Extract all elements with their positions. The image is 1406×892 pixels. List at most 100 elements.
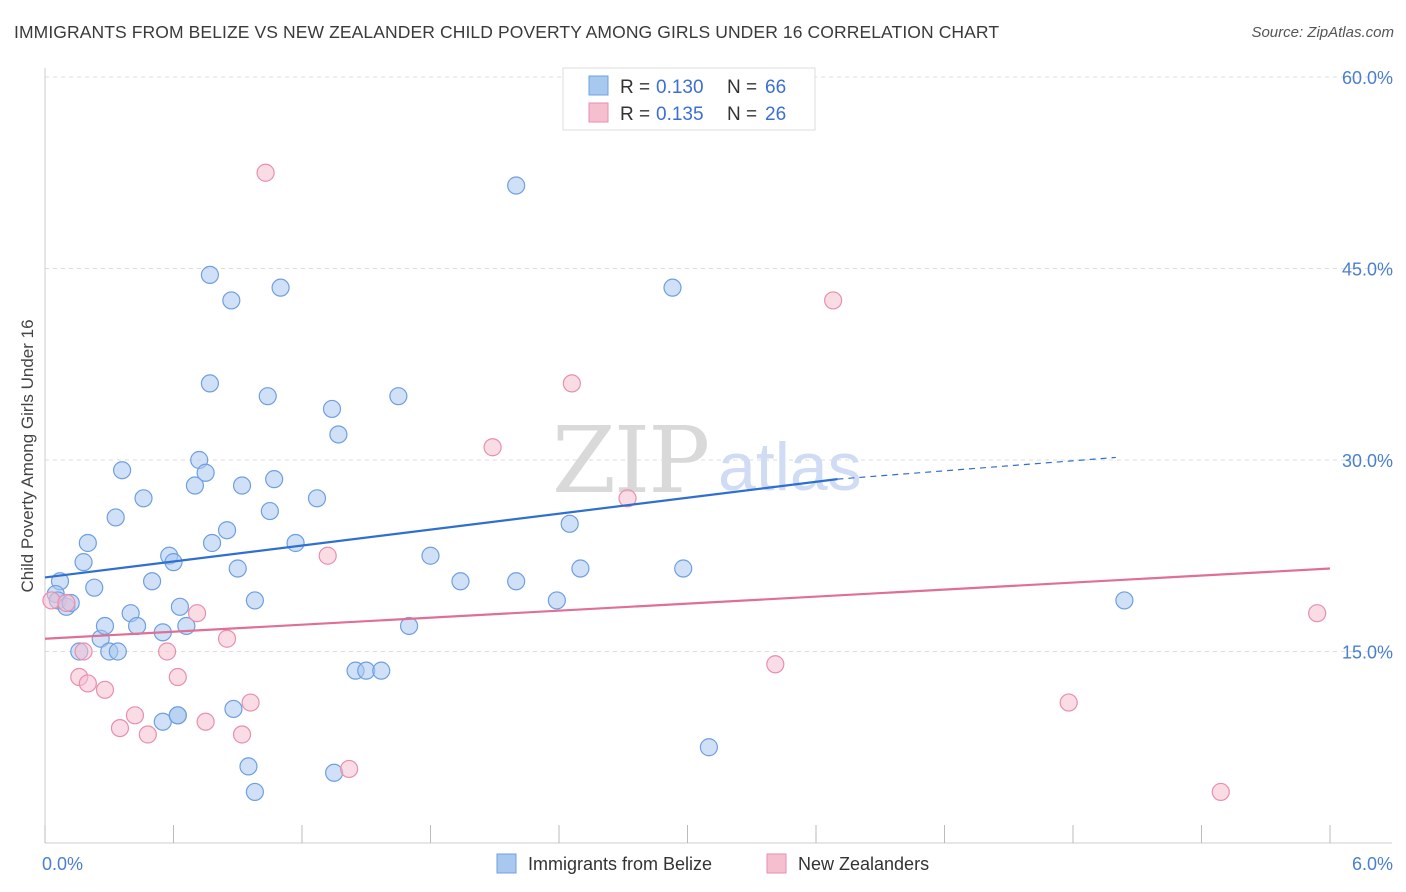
blue-point-54 xyxy=(271,278,290,297)
blue-point-5 xyxy=(74,553,93,572)
y-axis-label: Child Poverty Among Girls Under 16 xyxy=(18,319,37,592)
watermark-atlas: atlas xyxy=(718,429,862,505)
pink-point-18 xyxy=(340,759,359,779)
blue-point-61 xyxy=(239,757,258,776)
blue-point-62 xyxy=(245,782,264,802)
pink-point-15 xyxy=(241,693,260,712)
pink-point-24 xyxy=(1059,693,1078,712)
blue-point-30 xyxy=(232,476,252,495)
blue-point-9 xyxy=(95,616,115,636)
blue-point-47 xyxy=(560,514,579,533)
blue-point-14 xyxy=(112,461,132,480)
axes xyxy=(44,68,1392,844)
pink-point-14 xyxy=(232,725,252,744)
pink-point-19 xyxy=(483,438,502,457)
bottom-legend: Immigrants from Belize New Zealanders xyxy=(496,853,929,874)
blue-point-7 xyxy=(85,578,104,597)
pink-point-12 xyxy=(196,712,215,731)
blue-point-36 xyxy=(322,399,342,419)
blue-point-35 xyxy=(307,489,327,508)
bottom-legend-label-pink: New Zealanders xyxy=(798,854,929,874)
blue-point-12 xyxy=(108,642,127,661)
legend-n-label-1: N = xyxy=(727,77,757,98)
data-points xyxy=(42,163,1327,802)
pink-point-4 xyxy=(78,674,97,693)
blue-point-46 xyxy=(547,591,566,610)
pink-trend-line xyxy=(44,567,1331,640)
legend-swatch-blue xyxy=(588,75,609,96)
blue-point-63 xyxy=(325,763,344,782)
pink-point-5 xyxy=(95,680,115,699)
blue-point-56 xyxy=(507,176,526,195)
legend-r-label-1: R = xyxy=(620,77,650,98)
blue-point-44 xyxy=(451,572,470,591)
blue-point-60 xyxy=(224,699,243,719)
pink-point-21 xyxy=(618,489,637,508)
y-tick-label-1: 30.0% xyxy=(1342,451,1393,471)
pink-point-23 xyxy=(824,291,843,310)
blue-point-57 xyxy=(663,278,682,297)
blue-point-26 xyxy=(196,463,215,482)
blue-point-41 xyxy=(389,387,408,406)
pink-point-1 xyxy=(57,593,76,613)
blue-point-31 xyxy=(245,591,264,610)
watermark: ZIP atlas xyxy=(552,407,862,514)
tick-labels: 15.0% 30.0% 45.0% 60.0% 0.0% 6.0% xyxy=(42,68,1393,874)
pink-point-8 xyxy=(138,725,157,744)
blue-point-6 xyxy=(78,533,97,553)
pink-point-13 xyxy=(217,629,237,648)
blue-point-51 xyxy=(200,374,220,393)
bottom-legend-swatch-blue xyxy=(496,853,517,874)
blue-point-18 xyxy=(142,572,162,591)
pink-point-16 xyxy=(256,163,275,182)
blue-point-43 xyxy=(421,546,440,565)
blue-point-32 xyxy=(260,501,279,521)
bottom-legend-swatch-pink xyxy=(766,853,787,874)
blue-point-37 xyxy=(329,425,348,444)
grid xyxy=(45,76,1392,652)
blue-point-33 xyxy=(265,470,284,489)
blue-point-58 xyxy=(153,712,172,731)
blue-point-49 xyxy=(674,559,693,578)
bottom-legend-label-blue: Immigrants from Belize xyxy=(528,854,712,874)
x-tick-label-right: 6.0% xyxy=(1352,854,1393,874)
blue-trend-line xyxy=(44,478,838,579)
legend-n-value-2: 26 xyxy=(765,104,786,125)
legend-r-value-1: 0.130 xyxy=(656,77,704,98)
pink-point-11 xyxy=(187,604,207,623)
pink-point-26 xyxy=(1308,604,1327,623)
blue-point-50 xyxy=(699,738,719,757)
blue-point-16 xyxy=(127,616,147,636)
y-tick-label-0: 15.0% xyxy=(1342,643,1393,663)
blue-point-24 xyxy=(185,476,205,495)
pink-point-25 xyxy=(1211,782,1230,802)
blue-point-13 xyxy=(106,508,125,527)
blue-point-28 xyxy=(217,521,237,540)
blue-point-29 xyxy=(228,559,247,578)
pink-point-6 xyxy=(110,718,130,738)
chart-title: IMMIGRANTS FROM BELIZE VS NEW ZEALANDER … xyxy=(14,22,1000,42)
blue-point-40 xyxy=(372,661,391,680)
blue-point-55 xyxy=(258,387,277,406)
blue-point-45 xyxy=(507,572,526,591)
pink-point-9 xyxy=(157,642,177,661)
legend-r-label-2: R = xyxy=(620,104,650,125)
legend-r-value-2: 0.135 xyxy=(656,104,704,125)
blue-point-64 xyxy=(168,706,187,725)
pink-point-2 xyxy=(74,642,93,661)
pink-point-20 xyxy=(562,374,581,393)
trend-lines xyxy=(44,456,1331,640)
blue-point-27 xyxy=(202,533,222,553)
source-label: Source: ZipAtlas.com xyxy=(1251,24,1394,41)
pink-point-17 xyxy=(318,546,337,565)
legend-n-label-2: N = xyxy=(727,104,757,125)
blue-point-53 xyxy=(200,265,220,284)
pink-point-0 xyxy=(42,591,61,610)
x-tick-label-left: 0.0% xyxy=(42,854,83,874)
blue-point-17 xyxy=(134,489,153,508)
pink-point-10 xyxy=(168,667,187,687)
blue-trend-extension xyxy=(837,456,1116,480)
blue-point-48 xyxy=(571,559,590,578)
blue-point-65 xyxy=(1115,591,1134,610)
